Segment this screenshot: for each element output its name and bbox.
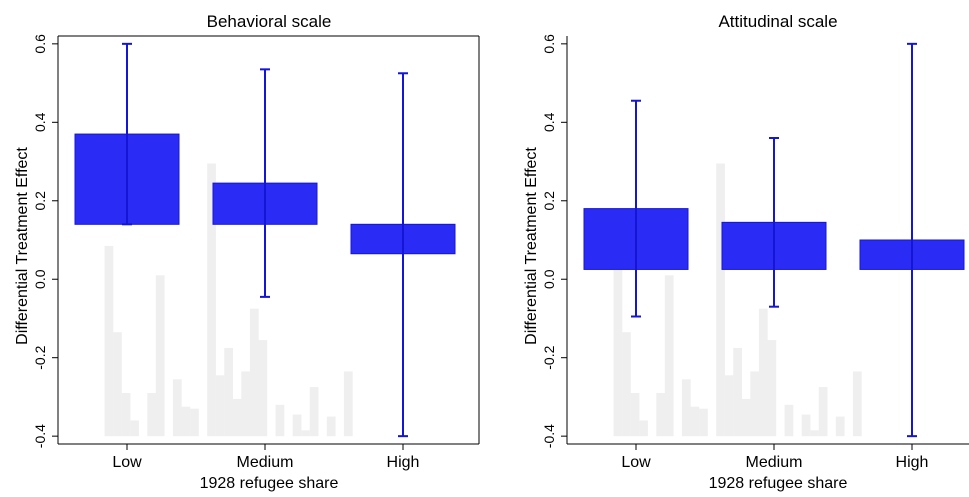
histogram-bar [852,371,862,437]
y-tick-label: 0.6 [541,34,557,54]
histogram-bar [224,347,233,437]
histogram-bar [801,414,811,437]
histogram-bar [275,404,285,437]
x-tick-label: Low [112,454,142,471]
y-tick-label: 0.2 [32,191,48,211]
histogram-bar [690,406,700,437]
histogram-bar [699,408,708,437]
histogram-bar [181,406,191,437]
plot-area: -0.4 -0.2 0.0 0.2 0.4 0.6 Low Medium High [541,34,969,471]
histogram-bar [207,163,216,437]
histogram-bar [155,275,165,437]
histogram-bar [301,430,310,437]
panel-attitudinal: Attitudinal scale Differential Treatment… [523,12,969,492]
y-tick-label: 0.4 [541,112,557,132]
y-tick-label: 0.6 [32,34,48,54]
histogram-bar [767,340,777,437]
histogram-bar [758,308,768,437]
histogram-bar [258,340,268,437]
histogram-bar [172,379,182,437]
x-tick-label: High [387,454,420,471]
histogram-bar [215,375,225,437]
histogram-bar [835,416,845,437]
histogram-bar [292,414,302,437]
histogram-bar [121,393,131,437]
chart-title: Behavioral scale [207,12,332,31]
y-tick-label: 0.0 [541,269,557,289]
histogram-bar [130,420,139,437]
y-tick-label: 0.4 [32,112,48,132]
x-tick-label: Medium [237,454,294,471]
histogram-bar [104,245,114,437]
histogram-bar [733,347,742,437]
histogram-bar [716,163,725,437]
histogram-bar [810,430,819,437]
histogram-bar [113,332,122,437]
histogram-bar [656,393,666,437]
histogram-bar [750,371,760,437]
histogram-bar [622,332,631,437]
y-tick-label: -0.2 [32,345,48,369]
histogram-bar [613,245,623,437]
histogram-bar [818,387,828,437]
y-axis-label: Differential Treatment Effect [523,147,540,345]
y-tick-label: -0.2 [541,345,557,369]
chart-title: Attitudinal scale [718,12,837,31]
histogram-bar [241,371,251,437]
histogram-bar [630,393,640,437]
y-tick-label: -0.4 [32,424,48,448]
y-tick-label: 0.2 [541,191,557,211]
histogram-bar [639,420,648,437]
histogram-bar [681,379,691,437]
histogram-bar [190,408,199,437]
x-tick-label: Medium [746,454,803,471]
x-tick-label: Low [621,454,651,471]
histogram-bar [664,275,674,437]
plot-area: -0.4 -0.2 0.0 0.2 0.4 0.6 Low Medium High [32,34,480,471]
panel-behavioral: Behavioral scale Differential Treatment … [14,12,480,492]
histogram-bar [343,371,353,437]
histogram-bar [784,404,794,437]
x-axis-label: 1928 refugee share [200,475,339,492]
histogram-bar [326,416,336,437]
y-tick-label: -0.4 [541,424,557,448]
y-axis-label: Differential Treatment Effect [14,147,31,345]
histogram-bar [741,398,751,437]
histogram-bar [232,398,242,437]
histogram-bar [309,387,319,437]
histogram-bar [147,393,157,437]
x-axis-label: 1928 refugee share [709,475,848,492]
x-tick-label: High [896,454,929,471]
y-tick-label: 0.0 [32,269,48,289]
histogram-bar [249,308,259,437]
histogram-bar [724,375,734,437]
